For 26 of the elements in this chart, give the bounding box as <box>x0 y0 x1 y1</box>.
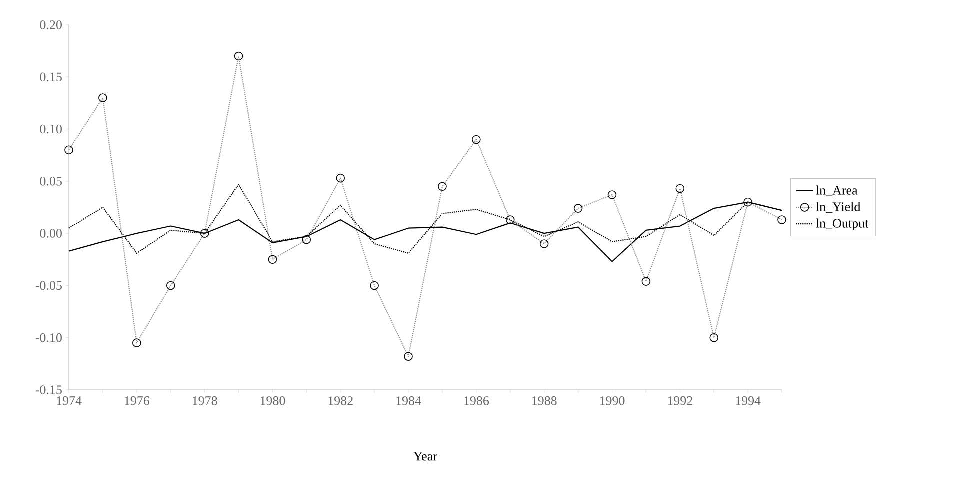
y-tick-label: 0.10 <box>40 124 62 134</box>
x-tick-label: 1990 <box>600 396 625 406</box>
point <box>200 229 210 238</box>
y-tick-label: 0.05 <box>40 177 62 186</box>
x-tick-label: 1994 <box>736 396 761 406</box>
y-tick-label: -0.10 <box>36 333 62 342</box>
x-tick-label: 1974 <box>57 396 82 406</box>
y-tick-label: -0.15 <box>36 386 62 394</box>
x-tick-label: 1988 <box>532 396 557 406</box>
y-tick-label: 0.15 <box>40 72 62 82</box>
x-tick-label: 1992 <box>668 396 692 406</box>
x-tick-label: 1984 <box>396 396 422 406</box>
y-tick-label: 0.00 <box>40 229 62 238</box>
y-tick-label: -0.05 <box>36 281 62 290</box>
x-tick-label: 1976 <box>125 396 150 406</box>
x-tick-label: 1978 <box>192 396 218 406</box>
point <box>506 216 515 224</box>
x-axis-title: Year <box>414 452 438 461</box>
legend-label: ln_Yield <box>816 202 861 213</box>
x-tick-label: 1986 <box>464 396 490 406</box>
legend-label: ln_Area <box>816 186 858 196</box>
y-tick-label: 0.20 <box>40 20 62 30</box>
x-tick-label: 1982 <box>328 396 353 406</box>
point <box>744 198 752 207</box>
x-tick-label: 1980 <box>260 396 286 406</box>
legend-label: ln_Output <box>816 218 869 231</box>
